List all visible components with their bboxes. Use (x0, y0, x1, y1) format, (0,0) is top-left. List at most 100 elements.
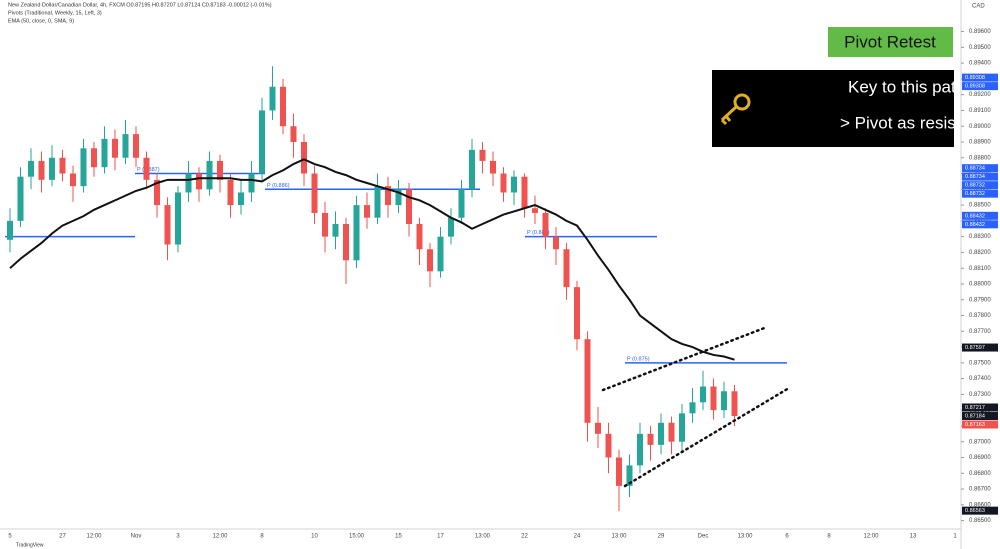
x-tick-label: 13:00 (475, 534, 491, 540)
price-label-box (962, 220, 998, 229)
candle-body (91, 148, 97, 168)
candle-body (70, 173, 76, 187)
candle-body (164, 205, 171, 245)
candle-body (374, 186, 381, 218)
currency: CAD (972, 4, 985, 10)
candle-body (437, 236, 444, 272)
candle-body (206, 160, 213, 190)
candle-body (143, 157, 150, 180)
y-tick-label: 0.87700 (969, 329, 991, 335)
price-label-box (962, 211, 998, 220)
candle-body (511, 176, 517, 193)
y-tick-label: 0.87500 (969, 360, 991, 366)
candle-body (227, 179, 234, 206)
candle-body (395, 189, 402, 206)
x-tick-label: Nov (131, 534, 142, 540)
candle-body (269, 86, 276, 111)
pivot-label: P (0.883) (527, 230, 550, 236)
price-label: 0.88732 (965, 191, 985, 197)
y-tick-label: 0.86600 (969, 502, 991, 508)
candle-body (248, 173, 255, 193)
x-tick-label: 8 (827, 534, 831, 540)
y-tick-label: 0.89000 (969, 124, 991, 130)
candle-body (49, 157, 55, 180)
y-tick-label: 0.88100 (969, 266, 991, 272)
ema-line (9, 158, 735, 361)
title-box (828, 27, 953, 57)
price-label: 0.87597 (965, 345, 985, 351)
price-label-box (962, 506, 998, 515)
price-label-box (962, 181, 998, 190)
y-tick-label: 0.86500 (969, 518, 991, 524)
x-tick-label: 12:00 (863, 534, 879, 540)
y-tick-label: 0.88000 (969, 282, 991, 288)
x-tick-label: 8 (260, 534, 264, 540)
candle-body (154, 179, 160, 206)
x-tick-label: 13 (910, 534, 917, 540)
price-label-box (962, 164, 998, 173)
y-tick-label: 0.89400 (969, 61, 991, 67)
candle-body (7, 220, 13, 240)
x-tick-label: 27 (59, 534, 66, 540)
x-tick-label: 1 (953, 534, 957, 540)
y-tick-label: 0.87800 (969, 313, 991, 319)
candle-body (668, 422, 675, 442)
candle-body (469, 149, 475, 190)
candle-body (101, 138, 108, 168)
plot: P (0.887)P (0.886)P (0.883)P (0.875) (5, 66, 787, 512)
candle-body (689, 402, 696, 414)
key-box (712, 70, 954, 147)
candle-body (584, 339, 591, 423)
candle-body (574, 287, 580, 340)
candle-body (322, 212, 328, 237)
candle-body (721, 391, 727, 411)
candle-body (280, 86, 286, 127)
candle-body (605, 433, 612, 458)
y-tick-label: 0.87300 (969, 392, 991, 398)
price-label-box (962, 189, 998, 198)
candle-body (332, 224, 339, 237)
header-ema: EMA (50, close, 0, SMA, 9) (8, 18, 74, 24)
candle-body (353, 205, 360, 261)
candle-body (563, 249, 570, 288)
candle-body (122, 134, 129, 158)
x-tick-label: 29 (658, 534, 665, 540)
candle-body (731, 391, 738, 417)
price-label: 0.88734 (965, 174, 985, 180)
y-tick-label: 0.88200 (969, 250, 991, 256)
x-tick-label: 10 (311, 534, 318, 540)
annotation-title: Pivot Retest (844, 32, 936, 51)
candle-body (185, 173, 192, 193)
candle-body (647, 433, 654, 445)
header-pivots: Pivots (Traditional, Weekly, 15, Left, 3… (8, 10, 102, 16)
candle-body (301, 141, 307, 174)
y-tick-label: 0.89500 (969, 45, 991, 51)
price-label: 0.88732 (965, 183, 985, 189)
price-label-box (962, 82, 998, 91)
candle-body (385, 186, 391, 206)
price-label: 0.87217 (965, 405, 985, 411)
x-tick-label: 17 (437, 534, 444, 540)
trendline-upper (601, 325, 769, 392)
x-tick-label: 12:00 (212, 534, 228, 540)
price-label-box (962, 403, 998, 412)
candle-body (416, 224, 423, 250)
x-tick-label: 24 (574, 534, 581, 540)
y-tick-label: 0.87000 (969, 439, 991, 445)
candle-body (448, 217, 454, 237)
candle-body (343, 224, 349, 261)
candle-body (133, 134, 139, 158)
pivot-label: P (0.886) (267, 183, 290, 189)
candle-body (427, 249, 433, 272)
price-label: 0.87163 (965, 422, 985, 428)
key-text: > Pivot as resistance (840, 113, 997, 132)
candle-body (80, 148, 87, 187)
y-tick-label: 0.88800 (969, 155, 991, 161)
pivot-label: P (0.875) (627, 356, 650, 362)
price-label-box (962, 420, 998, 429)
y-tick-label: 0.88900 (969, 140, 991, 146)
candle-body (38, 160, 45, 180)
x-tick-label: 13:00 (737, 534, 753, 540)
price-label: 0.89308 (965, 84, 985, 90)
